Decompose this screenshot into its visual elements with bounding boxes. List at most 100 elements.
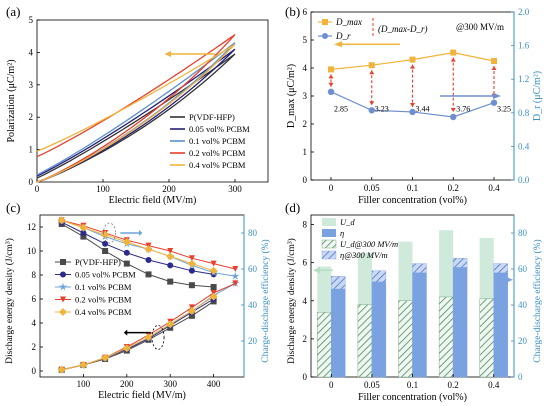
efficiency-point xyxy=(231,271,240,280)
y-tick-label: 4 xyxy=(29,47,34,57)
y-tick-label: 4 xyxy=(303,296,308,306)
efficiency-point xyxy=(80,233,87,240)
legend-label: U_d xyxy=(340,217,355,227)
ud-300-bar xyxy=(438,296,454,378)
x-tick-label: 0.2 xyxy=(447,380,458,390)
y-axis-label: D_max (μC/m²) xyxy=(286,64,297,128)
y-tick-label: 1 xyxy=(29,145,34,155)
x-axis-label: Filler concentration (vol%) xyxy=(358,195,467,206)
y-tick-label: 6 xyxy=(32,294,37,304)
x-tick-label: 300 xyxy=(228,184,242,194)
y-tick-label: 0 xyxy=(303,372,308,382)
eta-bar xyxy=(412,272,427,377)
y2-tick-label: 80 xyxy=(248,228,258,238)
energy-point xyxy=(144,333,153,342)
legend-swatch-marker xyxy=(58,282,68,291)
x-tick-label: 200 xyxy=(120,379,134,389)
y-tick-label: 4 xyxy=(303,63,308,73)
y-tick-label: 5 xyxy=(303,35,308,45)
dmax-point xyxy=(409,56,416,63)
x-tick-label: 0.1 xyxy=(407,380,418,390)
ud-axis-arrow-head xyxy=(313,267,320,274)
difference-value: 3.25 xyxy=(497,104,511,113)
efficiency-point xyxy=(166,252,175,261)
efficiency-point xyxy=(145,257,152,263)
efficiency-point xyxy=(210,260,217,267)
energy-point xyxy=(79,361,88,369)
y-tick-label: 6 xyxy=(303,258,308,268)
x-axis-label: Electric field (MV/m) xyxy=(98,390,186,401)
y-tick-label: 5 xyxy=(29,15,34,25)
ud-300-bar xyxy=(357,304,373,378)
efficiency-point xyxy=(188,282,195,289)
y2-tick-label: 80 xyxy=(518,228,528,238)
panel-label-a: (a) xyxy=(6,4,20,19)
dr-point xyxy=(327,88,335,96)
loop-line xyxy=(36,53,236,183)
efficiency-axis-arrow-head xyxy=(138,230,143,236)
difference-arrow-head-up xyxy=(410,64,415,69)
legend-swatch xyxy=(322,218,336,226)
legend-label: 0.4 vol% PCBM xyxy=(75,307,132,317)
efficiency-point xyxy=(123,249,130,256)
legend-swatch-marker xyxy=(59,308,67,316)
legend-label-dr: D_r xyxy=(335,31,351,41)
legend-label: 0.4 vol% PCBM xyxy=(189,160,246,170)
legend-swatch xyxy=(321,250,337,260)
panel-label-b: (b) xyxy=(285,4,300,19)
y-tick-label: 3 xyxy=(29,80,34,90)
y2-axis-label: Charge-discharge efficiency (%) xyxy=(532,239,543,362)
legend-swatch-marker xyxy=(60,259,66,265)
efficiency-point xyxy=(209,266,218,275)
legend-label: P(VDF-HFP) xyxy=(75,257,121,267)
direction-arrow-head xyxy=(164,51,171,58)
dr-point xyxy=(490,99,498,106)
y2-tick-label: 1.6 xyxy=(518,41,530,51)
efficiency-line xyxy=(61,219,214,272)
difference-value: 3.44 xyxy=(416,104,430,113)
legend-label: 0.1 vol% PCBM xyxy=(189,136,246,146)
legend-label: η@300 MV/m xyxy=(340,250,388,260)
x-tick-label: 0.05 xyxy=(364,380,380,390)
ud-300-bar xyxy=(317,312,332,378)
panel-label-d: (d) xyxy=(285,200,300,215)
y2-tick-label: 20 xyxy=(518,336,528,346)
y2-axis-label: D_r (μC/m²) xyxy=(532,71,543,121)
efficiency-line xyxy=(61,221,214,275)
difference-arrow-head-down xyxy=(450,108,456,112)
y-tick-label: 8 xyxy=(303,220,308,230)
energy-point xyxy=(57,365,66,374)
energy-point xyxy=(122,344,131,353)
y-tick-label: 2 xyxy=(303,334,308,344)
y-axis-label: Discharge energy density (J/cm³) xyxy=(286,238,297,364)
y2-tick-label: 40 xyxy=(518,300,528,310)
efficiency-point xyxy=(187,259,196,268)
y-tick-label: 8 xyxy=(32,270,37,280)
y2-tick-label: 60 xyxy=(518,264,528,274)
y2-tick-label: 0 xyxy=(518,372,523,382)
legend-label: P(VDF-HFP) xyxy=(189,112,235,122)
energy-axis-arrow-head xyxy=(123,329,128,336)
eta-axis-arrow-head xyxy=(506,276,513,283)
y2-tick-label: 1.2 xyxy=(518,74,529,84)
energy-highlight-ellipse xyxy=(151,324,165,350)
x-tick-label: 0.1 xyxy=(407,183,418,193)
legend-label: 0.05 vol% PCBM xyxy=(189,124,250,134)
legend-label: 0.2 vol% PCBM xyxy=(75,295,132,305)
panel-label-c: (c) xyxy=(6,200,20,215)
x-tick-label: 0 xyxy=(35,184,40,194)
efficiency-point xyxy=(188,267,195,274)
legend-swatch-marker xyxy=(60,271,66,278)
energy-line xyxy=(61,296,214,371)
y2-axis-label: Charge-discharge efficiency (%) xyxy=(260,239,271,362)
x-tick-label: 100 xyxy=(96,184,110,194)
difference-value: 3.76 xyxy=(456,104,470,113)
y-tick-label: 2 xyxy=(32,342,37,352)
energy-point xyxy=(166,320,175,329)
efficiency-point xyxy=(123,260,130,267)
condition-annotation: @300 MV/m xyxy=(456,22,504,32)
y-tick-label: 10 xyxy=(27,246,37,256)
dmax-point xyxy=(368,62,375,69)
y-tick-label: 2 xyxy=(29,112,34,122)
